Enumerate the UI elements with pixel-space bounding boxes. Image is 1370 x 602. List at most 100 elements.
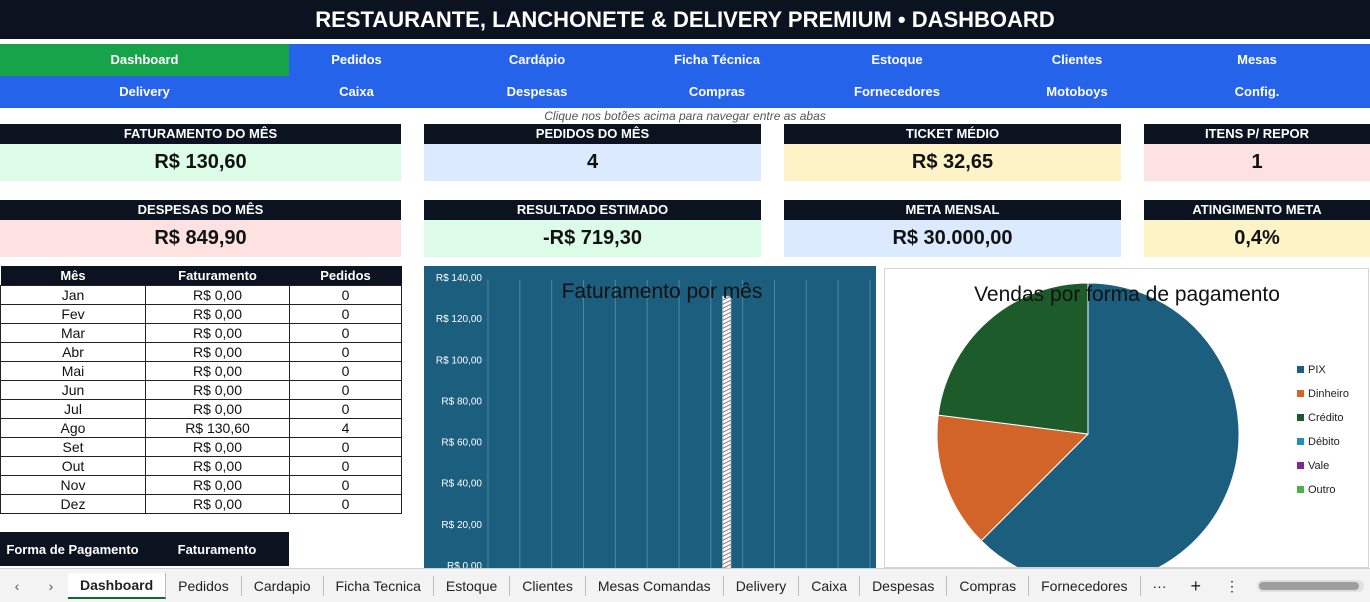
tab-scroll-right-icon[interactable]: › [48,577,54,594]
cell-pedidos[interactable]: 0 [289,379,402,400]
bar-hatch [722,527,731,533]
cell-pedidos[interactable]: 0 [289,436,402,457]
nav-estoque-button[interactable]: Estoque [871,52,923,67]
y-tick-label: R$ 140,00 [436,273,483,284]
nav-clientes-button[interactable]: Clientes [1051,52,1103,67]
cell-pedidos[interactable]: 0 [289,474,402,495]
cell-pedidos[interactable]: 0 [289,455,402,476]
cell-faturamento[interactable]: R$ 0,00 [145,284,290,305]
bar-chart-faturamento[interactable]: R$ 0,00 R$ 20,00 R$ 40,00 R$ 60,00 R$ 80,00 R… [424,266,876,568]
cell-faturamento[interactable]: R$ 0,00 [145,360,290,381]
cell-mes[interactable]: Ago [0,417,146,438]
bar-hatch [722,307,731,313]
bar-hatch [722,363,731,369]
bar-hatch [722,419,731,425]
cell-mes[interactable]: Dez [0,493,146,514]
bar-hatch [722,351,731,357]
nav-ficha-tecnica-button[interactable]: Ficha Técnica [674,52,760,67]
table-row: Mar R$ 0,00 0 [0,322,402,343]
cell-pedidos[interactable]: 0 [289,303,402,324]
nav-cardapio-button[interactable]: Cardápio [508,52,566,67]
scrollbar-thumb[interactable] [1259,581,1360,590]
bar-hatch [722,439,731,445]
sheet-tab-fornecedores[interactable]: Fornecedores [1029,575,1141,596]
bar-hatch [722,431,731,437]
nav-config-button[interactable]: Config. [1234,84,1280,99]
more-tabs-icon[interactable]: ··· [1152,577,1167,594]
cell-faturamento[interactable]: R$ 0,00 [145,436,290,457]
table-header-row: Mês Faturamento Pedidos [0,266,402,285]
nav-hint: Clique nos botões acima para navegar ent… [544,109,826,123]
sheet-tab-caixa[interactable]: Caixa [799,575,861,596]
bar-hatch [722,423,731,429]
sheet-tab-despesas[interactable]: Despesas [860,575,948,596]
cell-pedidos[interactable]: 0 [289,341,402,362]
cell-faturamento[interactable]: R$ 0,00 [145,322,290,343]
legend-swatch [1297,414,1304,421]
cell-mes[interactable]: Out [0,455,146,476]
nav-fornecedores-button[interactable]: Fornecedores [854,84,940,99]
nav-despesas-button[interactable]: Despesas [506,84,568,99]
cell-faturamento[interactable]: R$ 0,00 [145,398,290,419]
cell-mes[interactable]: Fev [0,303,146,324]
nav-delivery-button[interactable]: Delivery [119,84,170,99]
cell-pedidos[interactable]: 0 [289,398,402,419]
cell-mes[interactable]: Mai [0,360,146,381]
bar-hatch [722,499,731,505]
nav-motoboys-button[interactable]: Motoboys [1046,84,1108,99]
sheet-tab-delivery[interactable]: Delivery [724,575,800,596]
legend-swatch [1297,486,1304,493]
cell-faturamento[interactable]: R$ 0,00 [145,493,290,514]
bar-hatch [722,463,731,469]
cell-mes[interactable]: Abr [0,341,146,362]
month-table: Mês Faturamento Pedidos Jan R$ 0,00 0 Fev R$… [0,266,402,514]
horizontal-scrollbar[interactable] [1257,579,1364,592]
sheet-tab-ficha-tecnica[interactable]: Ficha Tecnica [324,575,434,596]
nav-caixa-button[interactable]: Caixa [339,84,374,99]
cell-pedidos[interactable]: 4 [289,417,402,438]
nav-pedidos-button[interactable]: Pedidos [331,52,382,67]
bar-hatch [722,515,731,521]
pie-chart-pagamento[interactable]: Vendas por forma de pagamento PIX Dinheiro… [884,268,1369,568]
sheet-tab-estoque[interactable]: Estoque [434,575,511,596]
sheet-tab-clientes[interactable]: Clientes [510,575,586,596]
cell-mes[interactable]: Jan [0,284,146,305]
sheet-menu-icon[interactable]: ⋮ [1225,577,1240,594]
cell-mes[interactable]: Jun [0,379,146,400]
sheet-tab-dashboard[interactable]: Dashboard [68,572,167,599]
bar-hatch [722,323,731,329]
bar-hatch [722,535,731,541]
kpi-label: META MENSAL [784,200,1121,220]
bar-hatch [722,367,731,373]
bar-hatch [722,303,731,309]
tab-scroll-left-icon[interactable]: ‹ [14,577,20,594]
kpi-pedidos: PEDIDOS DO MÊS 4 [424,124,761,181]
cell-pedidos[interactable]: 0 [289,493,402,514]
cell-pedidos[interactable]: 0 [289,322,402,343]
cell-mes[interactable]: Mar [0,322,146,343]
add-sheet-icon[interactable]: + [1190,575,1202,596]
cell-pedidos[interactable]: 0 [289,284,402,305]
sheet-tab-mesas-comandas[interactable]: Mesas Comandas [586,575,724,596]
sheet-tab-pedidos[interactable]: Pedidos [166,575,242,596]
cell-faturamento[interactable]: R$ 0,00 [145,455,290,476]
sheet-tab-cardapio[interactable]: Cardapio [242,575,324,596]
cell-pedidos[interactable]: 0 [289,360,402,381]
cell-mes[interactable]: Nov [0,474,146,495]
nav-compras-button[interactable]: Compras [688,84,746,99]
cell-faturamento[interactable]: R$ 130,60 [145,417,290,438]
kpi-atingimento: ATINGIMENTO META 0,4% [1144,200,1370,257]
cell-faturamento[interactable]: R$ 0,00 [145,303,290,324]
nav-mesas-button[interactable]: Mesas [1237,52,1277,67]
kpi-despesas: DESPESAS DO MÊS R$ 849,90 [0,200,401,257]
cell-faturamento[interactable]: R$ 0,00 [145,379,290,400]
cell-mes[interactable]: Jul [0,398,146,419]
nav-dashboard-button[interactable]: Dashboard [0,44,289,76]
bar-hatch [722,487,731,493]
cell-mes[interactable]: Set [0,436,146,457]
sheet-tab-compras[interactable]: Compras [947,575,1030,596]
cell-faturamento[interactable]: R$ 0,00 [145,474,290,495]
cell-faturamento[interactable]: R$ 0,00 [145,341,290,362]
bar-hatch [722,451,731,457]
bar-hatch [722,503,731,509]
